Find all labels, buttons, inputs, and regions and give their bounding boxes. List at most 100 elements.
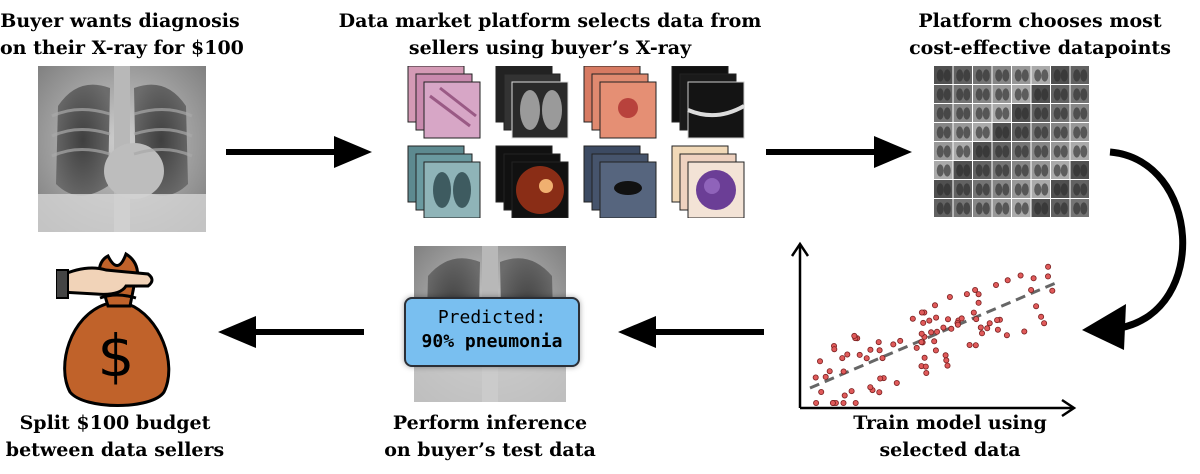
scatter-point	[928, 329, 935, 336]
scatter-point	[826, 368, 833, 375]
scatter-point	[986, 320, 993, 327]
xray-grid	[934, 66, 1089, 217]
scatter-point	[829, 399, 836, 406]
scatter-point	[1044, 273, 1051, 280]
train-caption-line1: Train model using	[853, 412, 1047, 434]
arrow-icon	[226, 136, 372, 168]
scatter-point	[1028, 287, 1035, 294]
scatter-point	[931, 338, 938, 345]
grid-thumb	[934, 123, 953, 141]
scatter-point	[975, 299, 982, 306]
scatter-point	[818, 388, 825, 395]
split-caption-line2: between data sellers	[5, 439, 225, 461]
grid-thumb	[1070, 180, 1089, 198]
scatter-point	[1049, 287, 1056, 294]
scatter-point	[875, 339, 882, 346]
grid-thumb	[953, 161, 972, 179]
dollar-symbol: $	[98, 322, 135, 390]
buyer-caption: Buyer wants diagnosis on their X-ray for…	[0, 8, 244, 62]
scatter-point	[856, 351, 863, 358]
arrow-icon	[766, 136, 912, 168]
scatter-point	[954, 321, 961, 328]
grid-thumb	[953, 66, 972, 84]
scatter-point	[918, 309, 925, 316]
tile-stack-histology	[407, 66, 481, 139]
scatter-point	[970, 309, 977, 316]
scatter-point	[994, 326, 1001, 333]
buyer-caption-line1: Buyer wants diagnosis	[0, 10, 240, 32]
scatter-point	[1033, 303, 1040, 310]
scatter-point	[933, 314, 940, 321]
scatter-point	[831, 346, 838, 353]
scatter-point	[940, 324, 947, 331]
scatter-point	[844, 351, 851, 358]
grid-thumb	[953, 180, 972, 198]
grid-thumb	[1051, 161, 1070, 179]
scatter-point	[923, 369, 930, 376]
scatter-point	[840, 399, 847, 406]
grid-thumb	[1031, 85, 1050, 103]
scatter-point	[841, 392, 848, 399]
scatter-point	[1004, 277, 1011, 284]
grid-thumb	[953, 104, 972, 122]
grid-thumb	[1070, 142, 1089, 160]
scatter-point	[921, 354, 928, 361]
prediction-value: 90% pneumonia	[421, 331, 563, 352]
grid-thumb	[953, 85, 972, 103]
grid-thumb	[1012, 199, 1031, 217]
grid-thumb	[973, 123, 992, 141]
scatter-point	[897, 337, 904, 344]
train-caption-line2: selected data	[879, 439, 1021, 461]
scatter-point	[975, 291, 982, 298]
train-caption: Train model using selected data	[830, 410, 1070, 464]
grid-thumb	[1031, 142, 1050, 160]
inference-caption: Perform inference on buyer’s test data	[380, 410, 600, 464]
grid-thumb	[973, 199, 992, 217]
grid-thumb	[973, 142, 992, 160]
grid-thumb	[1012, 104, 1031, 122]
grid-thumb	[1070, 104, 1089, 122]
scatter-point	[1038, 313, 1045, 320]
tile-stack-endoscopy	[583, 66, 657, 139]
grid-thumb	[1012, 123, 1031, 141]
prediction-box: Predicted: 90% pneumonia	[404, 297, 580, 367]
grid-thumb	[953, 199, 972, 217]
grid-thumb	[1070, 161, 1089, 179]
scatter-point	[839, 355, 846, 362]
scatter-point	[852, 399, 859, 406]
scatter-point	[1003, 332, 1010, 339]
scatter-point	[944, 362, 951, 369]
grid-thumb	[953, 142, 972, 160]
grid-thumb	[973, 85, 992, 103]
scatter-point	[978, 330, 985, 337]
tile-stack-oct	[671, 66, 745, 139]
platform-caption-line2: cost-effective datapoints	[909, 37, 1171, 59]
scatter-point	[879, 355, 886, 362]
scatter-point	[813, 399, 820, 406]
market-caption-line2: sellers using buyer’s X-ray	[408, 37, 692, 59]
scatter-point	[1041, 320, 1048, 327]
grid-thumb	[1012, 142, 1031, 160]
prediction-label: Predicted:	[437, 307, 547, 328]
grid-thumb	[1012, 180, 1031, 198]
scatter-point	[922, 363, 929, 370]
grid-thumb	[1012, 66, 1031, 84]
grid-thumb	[1051, 180, 1070, 198]
scatter-point	[972, 287, 979, 294]
scatter-point	[816, 358, 823, 365]
grid-thumb	[1012, 161, 1031, 179]
tile-stack-fundus	[495, 145, 569, 218]
scatter-point	[942, 352, 949, 359]
grid-thumb	[934, 161, 953, 179]
scatter-point	[840, 368, 847, 375]
grid-thumb	[1070, 85, 1089, 103]
grid-thumb	[1051, 123, 1070, 141]
split-caption-line1: Split $100 budget	[19, 412, 211, 434]
grid-thumb	[953, 123, 972, 141]
scatter-point	[1030, 275, 1037, 282]
scatter-point	[920, 319, 927, 326]
grid-thumb	[1031, 123, 1050, 141]
scatter-point	[972, 342, 979, 349]
arrow-icon	[618, 316, 764, 348]
scatter-point	[812, 374, 819, 381]
